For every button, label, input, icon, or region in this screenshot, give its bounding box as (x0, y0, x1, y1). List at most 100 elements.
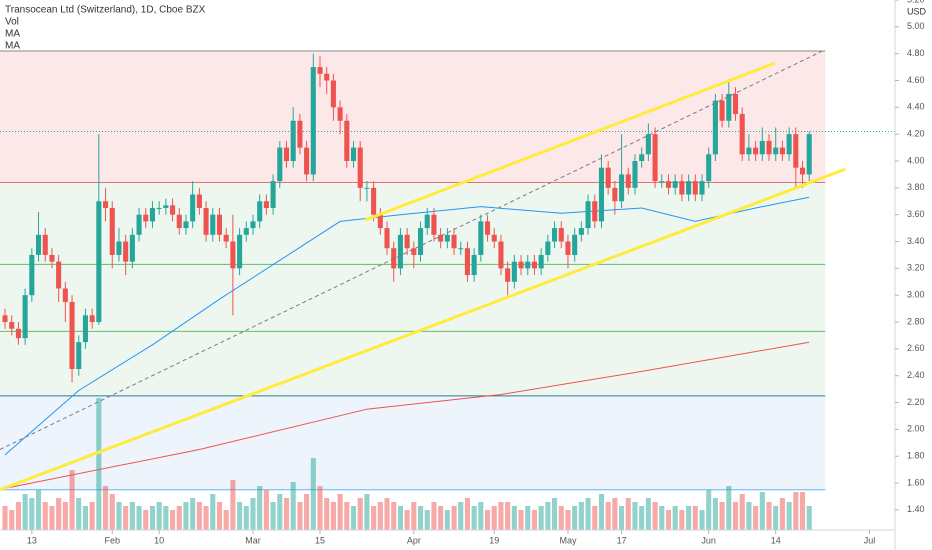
candle-body (384, 228, 390, 249)
volume-bar (163, 506, 169, 530)
trend-line (0, 49, 826, 450)
volume-bar (605, 502, 611, 530)
volume-bar (545, 502, 551, 530)
volume-bar (404, 510, 410, 530)
volume-bar (76, 498, 82, 530)
candle-body (277, 147, 283, 182)
candle-body (766, 140, 772, 155)
volume-bar (652, 502, 658, 530)
volume-bar (619, 506, 625, 530)
y-tick-label: 4.60 (907, 75, 925, 85)
indicator-label: MA (5, 29, 20, 40)
volume-bar (578, 502, 584, 530)
candle-body (438, 234, 444, 242)
candle-body (176, 214, 182, 229)
volume-bar (799, 492, 806, 530)
volume-bar (632, 502, 638, 530)
candle-body (625, 174, 631, 188)
candle-body (324, 73, 330, 81)
candle-body (538, 254, 544, 269)
candle-body (511, 261, 517, 282)
volume-bar (592, 506, 598, 530)
volume-bar (337, 494, 343, 530)
candle-body (451, 234, 457, 249)
candle-body (49, 254, 55, 262)
volume-bar (438, 506, 444, 530)
volume-bar (558, 506, 564, 530)
volume-bar (283, 498, 290, 530)
volume-bar (9, 510, 15, 530)
candle-body (136, 214, 142, 235)
x-tick-label: 19 (489, 535, 499, 545)
volume-bar (451, 506, 457, 530)
volume-bar (237, 502, 243, 530)
candle-body (29, 254, 35, 296)
volume-bar (505, 502, 511, 530)
volume-bar (759, 492, 765, 530)
candle-body (464, 248, 470, 276)
candle-body (518, 261, 524, 269)
volume-bar (357, 498, 363, 530)
candle-body (350, 147, 357, 162)
volume-bar (444, 510, 450, 530)
candle-body (719, 100, 725, 121)
volume-bar (411, 502, 417, 530)
candle-body (753, 147, 759, 155)
volume-bar (712, 498, 718, 530)
volume-bar (692, 506, 698, 530)
volume-bar (645, 498, 651, 530)
candle-body (15, 328, 21, 339)
volume-bar (310, 458, 316, 530)
moving-average (4, 196, 810, 456)
volume-bar (491, 506, 497, 530)
candle-body (505, 268, 511, 282)
candle-body (223, 234, 229, 242)
volume-bar (806, 506, 812, 530)
candle-body (163, 205, 169, 208)
volume-bar (116, 502, 122, 530)
candle-body (183, 221, 189, 229)
y-tick-label: 3.00 (907, 290, 925, 300)
volume-bar (69, 470, 75, 530)
candle-body (9, 322, 15, 329)
indicator-label: MA (5, 41, 20, 52)
y-tick-label: 5.00 (907, 21, 925, 31)
candle-body (250, 221, 256, 229)
candle-body (632, 161, 638, 188)
candle-body (799, 167, 806, 175)
volume-bar (89, 502, 95, 530)
volume-bar (531, 510, 537, 530)
volume-bar (424, 510, 430, 530)
candle-body (525, 261, 531, 269)
volume-bar (317, 486, 323, 530)
volume-bar (391, 502, 397, 530)
candle-body (129, 234, 135, 262)
candle-body (56, 261, 62, 289)
chart-title: Transocean Ltd (Switzerland), 1D, Cboe B… (5, 5, 206, 16)
volume-bar (143, 510, 149, 530)
candle-body (116, 241, 122, 255)
y-tick-label: 1.80 (907, 451, 925, 461)
volume-bar (223, 510, 229, 530)
candle-body (2, 315, 8, 323)
volume-bar (203, 506, 209, 530)
candle-body (639, 154, 645, 162)
candle-body (397, 234, 403, 269)
x-tick-label: Jun (701, 535, 716, 545)
volume-bar (726, 486, 732, 530)
candle-body (699, 181, 705, 195)
candle-body (330, 80, 336, 108)
y-tick-label: 3.60 (907, 209, 925, 219)
volume-bar (518, 510, 524, 530)
x-tick-label: 13 (27, 535, 37, 545)
y-tick-label: 3.40 (907, 236, 925, 246)
volume-bar (786, 502, 792, 530)
candle-body (605, 167, 611, 188)
candle-body (344, 120, 350, 162)
candle-body (471, 254, 477, 276)
candle-body (216, 214, 223, 235)
moving-average (4, 341, 810, 489)
y-tick-label: 2.00 (907, 424, 925, 434)
volume-bar (773, 506, 779, 530)
trend-line (0, 167, 846, 492)
